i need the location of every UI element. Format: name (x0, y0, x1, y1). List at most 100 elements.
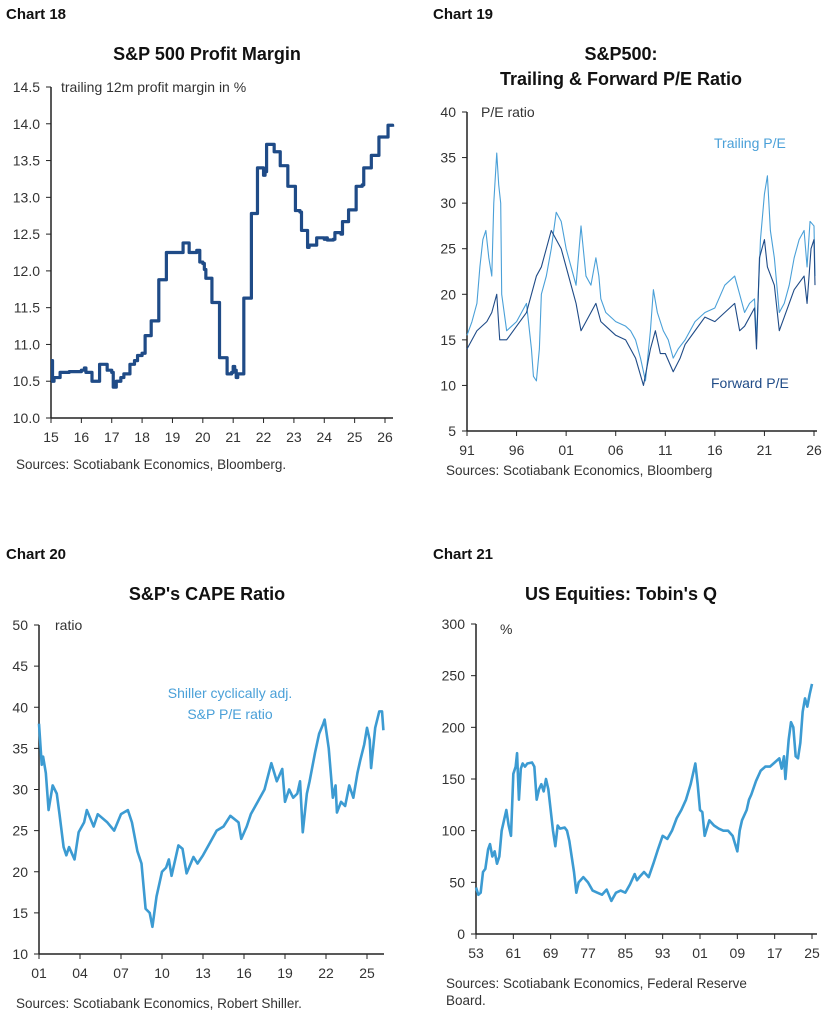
y-tick-label: 35 (440, 150, 456, 166)
y-tick-label: 25 (440, 241, 456, 257)
x-tick-label: 17 (104, 429, 120, 445)
x-tick-label: 04 (72, 965, 88, 981)
y-tick-label: 30 (440, 195, 456, 211)
y-tick-label: 14.5 (13, 79, 40, 95)
y-tick-label: 11.0 (14, 336, 40, 352)
x-tick-label: 15 (43, 429, 59, 445)
chart-20-annotation: Shiller cyclically adj. S&P P/E ratio (130, 683, 330, 725)
x-tick-label: 26 (806, 442, 822, 458)
x-tick-label: 01 (692, 945, 708, 961)
chart-18-title: S&P 500 Profit Margin (113, 44, 301, 64)
chart-20-unit-label: ratio (55, 617, 83, 633)
x-tick-label: 21 (225, 429, 241, 445)
y-tick-label: 30 (12, 782, 28, 798)
chart-2-series-0-line (37, 710, 385, 929)
chart-19-title-line-2: Trailing & Forward P/E Ratio (499, 69, 743, 89)
chart-19-unit-label: P/E ratio (481, 104, 535, 120)
x-tick-label: 21 (757, 442, 773, 458)
x-tick-label: 53 (468, 945, 484, 961)
x-tick-label: 01 (558, 442, 574, 458)
y-tick-label: 10.0 (13, 410, 40, 426)
y-tick-label: 12.0 (13, 263, 40, 279)
chart-0-series-0-line (50, 123, 395, 389)
y-tick-label: 25 (12, 823, 28, 839)
y-tick-label: 200 (442, 719, 466, 735)
y-tick-label: 14.0 (13, 116, 40, 132)
y-tick-label: 20 (440, 286, 456, 302)
x-tick-label: 25 (804, 945, 820, 961)
chart-1-series-0-line (466, 152, 816, 382)
y-tick-label: 10 (12, 946, 28, 962)
x-tick-label: 06 (608, 442, 624, 458)
x-tick-label: 77 (580, 945, 596, 961)
y-tick-label: 0 (457, 926, 465, 942)
y-tick-label: 15 (440, 332, 456, 348)
y-tick-label: 100 (442, 823, 466, 839)
y-tick-label: 11.5 (14, 300, 40, 316)
chart-21-unit-label: % (500, 621, 513, 637)
legend-trailing-pe: Trailing P/E (714, 135, 786, 151)
x-tick-label: 61 (506, 945, 522, 961)
source-line-2: Board. (446, 993, 486, 1008)
x-tick-label: 69 (543, 945, 559, 961)
x-tick-label: 11 (658, 442, 673, 458)
y-tick-label: 10 (440, 377, 456, 393)
y-tick-label: 13.5 (13, 153, 40, 169)
annotation-line-2: S&P P/E ratio (187, 706, 273, 722)
chart-18-source: Sources: Scotiabank Economics, Bloomberg… (16, 457, 287, 472)
annotation-line-1: Shiller cyclically adj. (167, 685, 293, 701)
chart-3-series-0-line (474, 683, 814, 903)
x-tick-label: 18 (134, 429, 150, 445)
x-tick-label: 13 (195, 965, 211, 981)
x-tick-label: 24 (316, 429, 332, 445)
x-tick-label: 22 (318, 965, 334, 981)
x-tick-label: 07 (113, 965, 129, 981)
x-tick-label: 26 (377, 429, 393, 445)
chart-18-label: Chart 18 (6, 6, 67, 23)
chart-19-title-line-1: S&P500: (584, 44, 658, 64)
y-tick-label: 40 (12, 699, 28, 715)
chart-19-label: Chart 19 (433, 6, 494, 23)
x-tick-label: 96 (509, 442, 525, 458)
x-tick-label: 23 (286, 429, 302, 445)
x-tick-label: 19 (165, 429, 181, 445)
x-tick-label: 10 (154, 965, 170, 981)
x-tick-label: 20 (195, 429, 211, 445)
chart-21-title: US Equities: Tobin's Q (525, 584, 717, 604)
y-tick-label: 10.5 (13, 373, 40, 389)
x-tick-label: 22 (256, 429, 272, 445)
y-tick-label: 5 (448, 423, 456, 439)
x-tick-label: 17 (767, 945, 783, 961)
x-tick-label: 16 (74, 429, 90, 445)
y-tick-label: 300 (442, 616, 466, 632)
chart-20-label: Chart 20 (6, 546, 67, 563)
chart-20-title: S&P's CAPE Ratio (128, 584, 286, 604)
chart-21-source: Sources: Scotiabank Economics, Federal R… (446, 975, 747, 1009)
x-tick-label: 91 (459, 442, 475, 458)
y-tick-label: 40 (440, 104, 456, 120)
y-tick-label: 20 (12, 864, 28, 880)
x-tick-label: 25 (347, 429, 363, 445)
x-tick-label: 19 (277, 965, 293, 981)
y-tick-label: 50 (12, 617, 28, 633)
chart-20-source: Sources: Scotiabank Economics, Robert Sh… (16, 996, 302, 1011)
chart-1-series-1-line (466, 229, 816, 386)
x-tick-label: 85 (618, 945, 634, 961)
x-tick-label: 93 (655, 945, 671, 961)
legend-forward-pe: Forward P/E (711, 375, 789, 391)
x-tick-label: 16 (236, 965, 252, 981)
y-tick-label: 35 (12, 740, 28, 756)
y-tick-label: 250 (442, 668, 466, 684)
y-tick-label: 150 (442, 771, 466, 787)
chart-18-unit-label: trailing 12m profit margin in % (61, 79, 247, 95)
chart-19-source: Sources: Scotiabank Economics, Bloomberg (446, 463, 713, 478)
source-line-1: Sources: Scotiabank Economics, Federal R… (446, 976, 747, 991)
y-tick-label: 13.0 (13, 189, 40, 205)
y-tick-label: 50 (449, 874, 465, 890)
chart-21-label: Chart 21 (433, 546, 494, 563)
x-tick-label: 09 (730, 945, 746, 961)
y-tick-label: 12.5 (13, 226, 40, 242)
x-tick-label: 01 (31, 965, 47, 981)
x-tick-label: 25 (359, 965, 375, 981)
